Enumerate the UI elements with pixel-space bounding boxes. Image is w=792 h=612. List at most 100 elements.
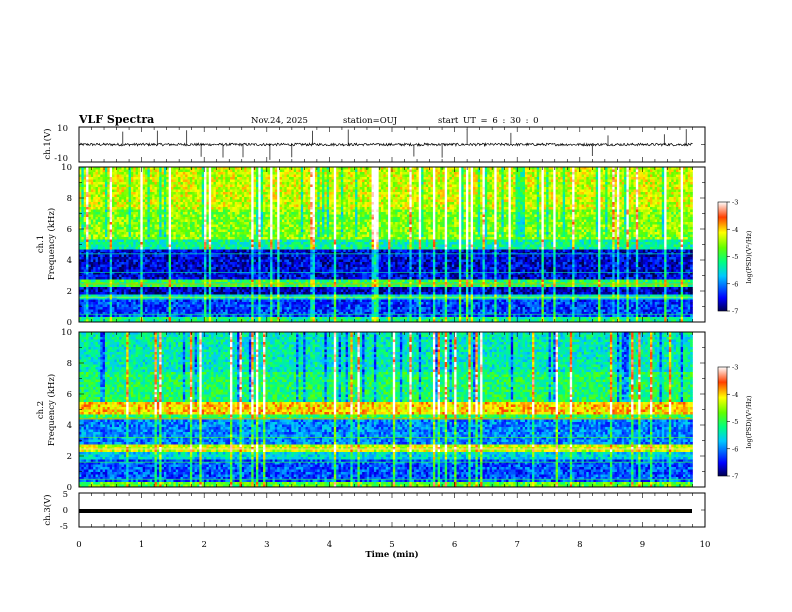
spectrogram-cell: [520, 179, 523, 183]
spectrogram-cell: [244, 172, 247, 175]
spectrogram-cell: [539, 174, 542, 178]
spectrogram-cell: [451, 184, 455, 188]
spectrogram-cell: [513, 169, 516, 173]
spectrogram-cell: [494, 204, 497, 208]
spectrogram-cell: [119, 174, 122, 178]
spectrogram-cell: [628, 169, 632, 173]
spectrogram-cell: [180, 197, 184, 200]
spectrogram-cell: [593, 167, 597, 170]
spectrogram-cell: [437, 172, 441, 175]
spectrogram-cell: [520, 177, 523, 180]
spectrogram-cell: [284, 184, 287, 188]
spectrogram-cell: [369, 189, 372, 193]
spectrogram-cell: [527, 194, 531, 198]
spectrogram-cell: [449, 199, 453, 203]
spectrogram-cell: [631, 189, 634, 193]
spectrogram-cell: [411, 169, 415, 173]
spectrogram-cell: [510, 202, 514, 205]
spectrogram-cell: [307, 212, 311, 215]
spectrogram-cell: [263, 204, 266, 208]
spectrogram-cell: [659, 172, 663, 175]
spectrogram-cell: [317, 187, 321, 190]
spectrogram-cell: [234, 192, 238, 195]
spectrogram-cell: [175, 167, 179, 170]
spectrogram-cell: [123, 204, 127, 208]
spectrogram-cell: [284, 202, 287, 205]
spectrogram-cell: [258, 194, 262, 198]
spectrogram-cell: [149, 179, 153, 183]
spectrogram-cell: [583, 194, 587, 198]
spectrogram-cell: [404, 192, 408, 195]
spectrogram-cell: [456, 182, 460, 185]
spectrogram-cell: [409, 199, 413, 203]
spectrogram-cell: [81, 207, 85, 210]
spectrogram-cell: [418, 169, 422, 173]
spectrogram-cell: [385, 204, 389, 208]
spectrogram-cell: [461, 192, 464, 195]
spectrogram-cell: [336, 182, 339, 185]
spectrogram-cell: [442, 187, 446, 190]
spectrogram-cell: [432, 197, 436, 200]
spectrogram-cell: [633, 194, 637, 198]
spectrogram-cell: [241, 167, 245, 170]
spectrogram-cell: [562, 177, 566, 180]
spectrogram-cell: [279, 182, 283, 185]
spectrogram-cell: [79, 204, 82, 208]
spectrogram-cell: [232, 212, 236, 215]
spectrogram-cell: [289, 169, 292, 173]
spectrogram-cell: [121, 184, 125, 188]
spectrogram-cell: [550, 189, 554, 193]
spectrogram-cell: [208, 192, 212, 195]
spectrogram-cell: [442, 194, 446, 198]
spectrogram-cell: [416, 199, 420, 203]
spectrogram-cell: [251, 192, 254, 195]
spectrogram-cell: [175, 197, 179, 200]
spectrogram-cell: [161, 187, 165, 190]
spectrogram-cell: [468, 192, 472, 195]
spectrogram-cell: [314, 177, 318, 180]
spectrogram-cell: [135, 184, 139, 188]
spectrogram-cell: [675, 177, 679, 180]
spectrogram-cell: [119, 197, 122, 200]
spectrogram-cell: [567, 172, 571, 175]
spectrogram-cell: [322, 204, 325, 208]
spectrogram-cell: [126, 202, 129, 205]
spectrogram-cell: [654, 189, 658, 193]
spectrogram-cell: [381, 167, 384, 170]
spectrogram-cell: [616, 167, 620, 170]
spectrogram-cell: [645, 209, 648, 213]
spectrogram-cell: [475, 192, 479, 195]
spectrogram-cell: [616, 192, 620, 195]
spectrogram-cell: [185, 197, 188, 200]
spectrogram-cell: [376, 207, 380, 210]
spectrogram-cell: [324, 189, 328, 193]
spectrogram-cell: [668, 187, 672, 190]
spectrogram-cell: [336, 204, 339, 208]
spectrogram-cell: [565, 167, 568, 170]
spectrogram-cell: [416, 169, 420, 173]
spectrogram-cell: [560, 199, 564, 203]
spectrogram-cell: [211, 204, 214, 208]
spectrogram-cell: [126, 179, 129, 183]
spectrogram-cell: [86, 184, 89, 188]
spectrogram-cell: [385, 202, 389, 205]
spectrogram-cell: [600, 179, 604, 183]
spectrogram-cell: [133, 209, 136, 213]
spectrogram-cell: [569, 182, 573, 185]
spectrogram-cell: [550, 207, 554, 210]
spectrogram-cell: [616, 209, 620, 213]
spectrogram-cell: [192, 197, 195, 200]
spectrogram-cell: [435, 179, 438, 183]
spectrogram-cell: [293, 177, 297, 180]
spectrogram-cell: [591, 197, 594, 200]
spectrogram-cell: [298, 209, 302, 213]
spectrogram-cell: [527, 187, 531, 190]
spectrogram-cell: [586, 182, 590, 185]
spectrogram-cell: [609, 174, 613, 178]
spectrogram-cell: [227, 189, 231, 193]
spectrogram-cell: [454, 212, 457, 215]
spectrogram-cell: [168, 167, 172, 170]
spectrogram-cell: [255, 202, 259, 205]
spectrogram-cell: [303, 212, 306, 215]
spectrogram-cell: [673, 207, 677, 210]
